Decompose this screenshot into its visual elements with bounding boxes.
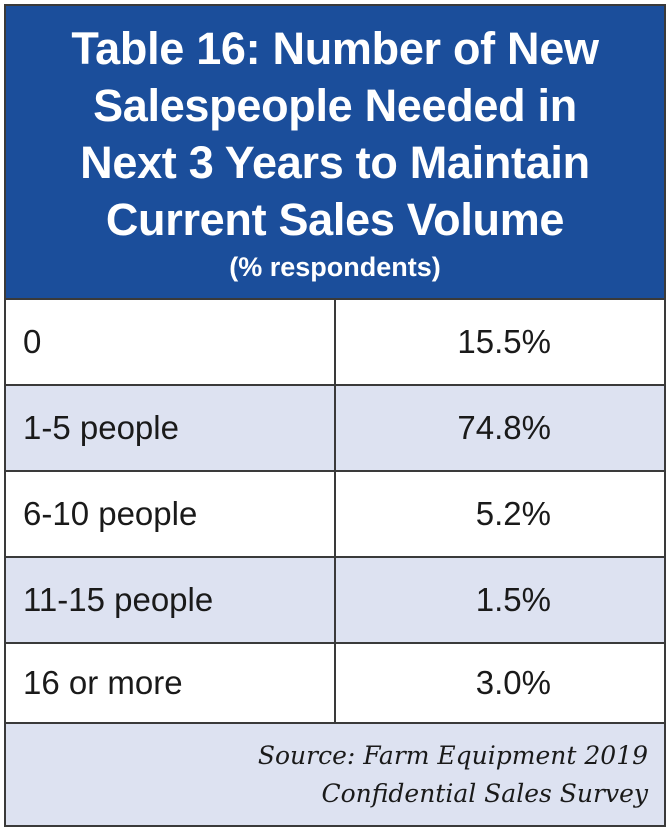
row-label: 1-5 people (6, 386, 336, 470)
row-value: 74.8% (457, 409, 551, 446)
row-label: 16 or more (6, 644, 336, 722)
table-body: 0 15.5% 1-5 people 74.8% 6-10 people 5.2… (6, 300, 664, 724)
table-title-line-3: Next 3 Years to Maintain (80, 137, 590, 188)
table-row: 1-5 people 74.8% (6, 386, 664, 472)
source-line-2: Confidential Sales Survey (321, 778, 648, 808)
table-row: 0 15.5% (6, 300, 664, 386)
row-label: 6-10 people (6, 472, 336, 556)
survey-table: Table 16: Number of New Salespeople Need… (4, 4, 666, 827)
table-row: 11-15 people 1.5% (6, 558, 664, 644)
table-title-line-4: Current Sales Volume (105, 194, 565, 245)
table-title-line-2: Salespeople Needed in (93, 80, 577, 131)
row-value: 15.5% (457, 323, 551, 360)
table-title-line-1: Table 16: Number of New (71, 23, 599, 74)
source-line-1: Source: Farm Equipment 2019 (257, 740, 648, 770)
table-row: 6-10 people 5.2% (6, 472, 664, 558)
row-value: 5.2% (475, 495, 551, 532)
table-header: Table 16: Number of New Salespeople Need… (6, 6, 664, 300)
row-value: 3.0% (475, 664, 551, 701)
row-label: 0 (6, 300, 336, 384)
table-row: 16 or more 3.0% (6, 644, 664, 724)
row-label: 11-15 people (6, 558, 336, 642)
source-note: Source: Farm Equipment 2019 Confidential… (6, 724, 664, 825)
row-value: 1.5% (475, 581, 551, 618)
table-subtitle: (% respondents) (229, 252, 441, 282)
